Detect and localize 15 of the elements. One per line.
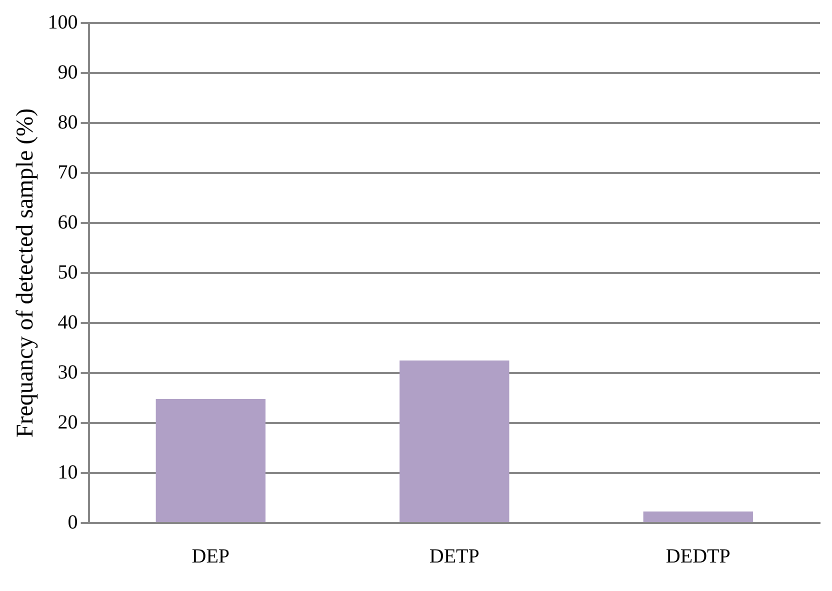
x-tick-label: DEDTP [666,545,730,568]
y-tick-label: 70 [58,161,78,184]
x-tick-label: DETP [429,545,480,568]
y-tick-label: 0 [68,511,78,534]
y-tick-label: 80 [58,111,78,134]
y-tick-label: 20 [58,411,78,434]
x-tick-label: DEP [192,545,230,568]
y-tick-label: 30 [58,361,78,384]
y-tick-label: 60 [58,211,78,234]
y-tick-label: 50 [58,261,78,284]
y-tick-label: 90 [58,61,78,84]
y-tick-label: 100 [48,11,78,34]
y-tick-label: 40 [58,311,78,334]
y-tick-label: 10 [58,461,78,484]
y-axis-title: Frequancy of detected sample (%) [12,108,39,438]
